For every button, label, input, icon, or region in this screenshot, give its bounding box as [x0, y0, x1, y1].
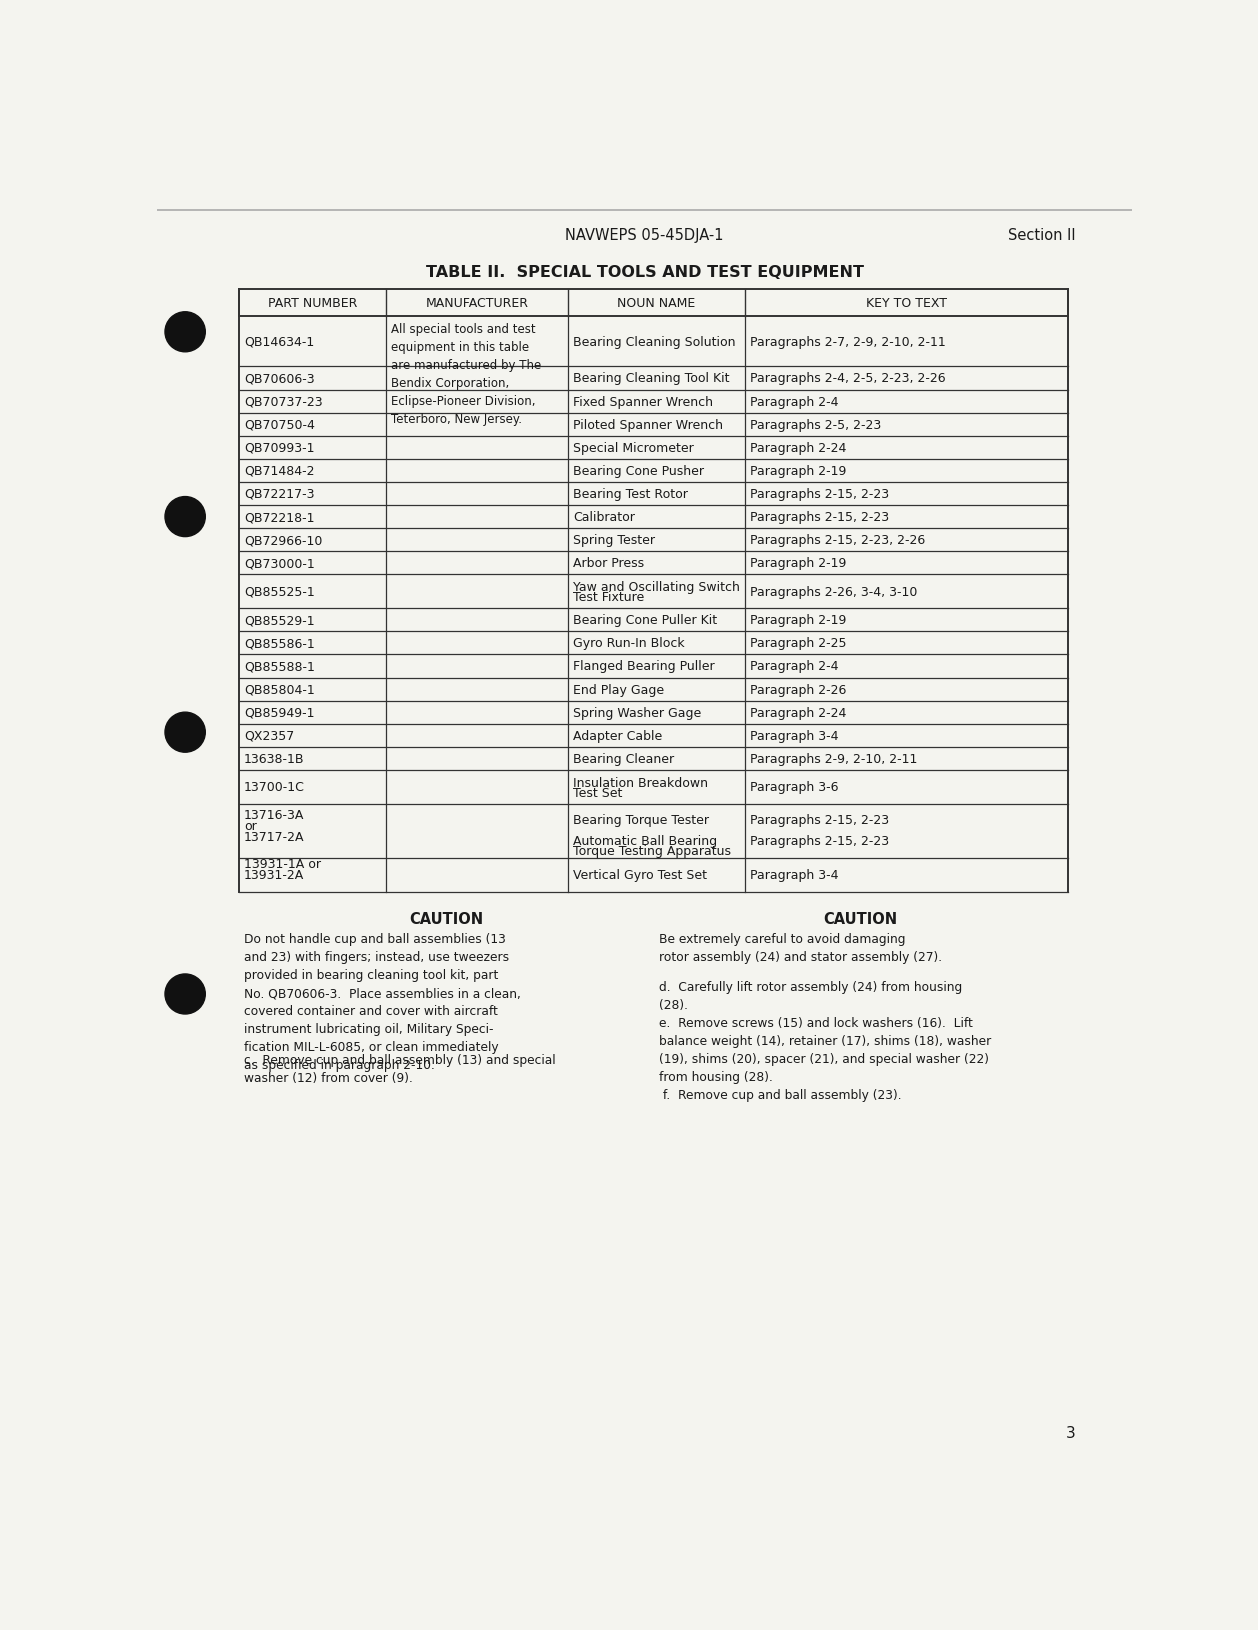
Text: QB85588-1: QB85588-1	[244, 660, 314, 673]
Circle shape	[165, 975, 205, 1014]
Text: Do not handle cup and ball assemblies (13
and 23) with fingers; instead, use twe: Do not handle cup and ball assemblies (1…	[244, 932, 521, 1071]
Text: End Play Gage: End Play Gage	[574, 683, 664, 696]
Text: QB73000-1: QB73000-1	[244, 557, 314, 570]
Text: d.  Carefully lift rotor assembly (24) from housing
(28).
e.  Remove screws (15): d. Carefully lift rotor assembly (24) fr…	[659, 981, 991, 1102]
Text: Paragraphs 2-4, 2-5, 2-23, 2-26: Paragraphs 2-4, 2-5, 2-23, 2-26	[750, 372, 946, 385]
Text: Paragraph 2-24: Paragraph 2-24	[750, 442, 847, 455]
Text: Paragraphs 2-15, 2-23: Paragraphs 2-15, 2-23	[750, 510, 889, 523]
Text: QB72966-10: QB72966-10	[244, 535, 322, 546]
Text: 13931-1A or: 13931-1A or	[244, 857, 321, 870]
Text: 13931-2A: 13931-2A	[244, 869, 304, 882]
Text: Calibrator: Calibrator	[574, 510, 635, 523]
Text: Paragraphs 2-15, 2-23: Paragraphs 2-15, 2-23	[750, 813, 889, 826]
Text: 13700-1C: 13700-1C	[244, 781, 304, 794]
Text: QB71484-2: QB71484-2	[244, 465, 314, 478]
Circle shape	[165, 712, 205, 753]
Text: Paragraphs 2-7, 2-9, 2-10, 2-11: Paragraphs 2-7, 2-9, 2-10, 2-11	[750, 336, 946, 349]
Text: Vertical Gyro Test Set: Vertical Gyro Test Set	[574, 869, 707, 882]
Text: Test Fixture: Test Fixture	[574, 592, 644, 605]
Text: Paragraph 2-4: Paragraph 2-4	[750, 660, 839, 673]
Text: Paragraph 3-4: Paragraph 3-4	[750, 729, 839, 742]
Text: Paragraphs 2-5, 2-23: Paragraphs 2-5, 2-23	[750, 419, 882, 432]
Text: Paragraph 2-19: Paragraph 2-19	[750, 557, 847, 570]
Text: Paragraph 2-4: Paragraph 2-4	[750, 396, 839, 409]
Text: Adapter Cable: Adapter Cable	[574, 729, 663, 742]
Text: c.  Remove cup and ball assembly (13) and special
washer (12) from cover (9).: c. Remove cup and ball assembly (13) and…	[244, 1053, 556, 1084]
Text: Be extremely careful to avoid damaging
rotor assembly (24) and stator assembly (: Be extremely careful to avoid damaging r…	[659, 932, 942, 963]
Text: QB70993-1: QB70993-1	[244, 442, 314, 455]
Text: NAVWEPS 05-45DJA-1: NAVWEPS 05-45DJA-1	[566, 228, 723, 243]
Text: Paragraphs 2-9, 2-10, 2-11: Paragraphs 2-9, 2-10, 2-11	[750, 753, 917, 766]
Text: QX2357: QX2357	[244, 729, 294, 742]
Text: QB85804-1: QB85804-1	[244, 683, 314, 696]
Text: Bearing Torque Tester: Bearing Torque Tester	[574, 813, 710, 826]
Text: KEY TO TEXT: KEY TO TEXT	[866, 297, 947, 310]
Text: QB85525-1: QB85525-1	[244, 585, 314, 598]
Text: Piloted Spanner Wrench: Piloted Spanner Wrench	[574, 419, 723, 432]
Text: Special Micrometer: Special Micrometer	[574, 442, 694, 455]
Text: 13638-1B: 13638-1B	[244, 753, 304, 766]
Text: CAUTION: CAUTION	[409, 911, 483, 926]
Text: CAUTION: CAUTION	[824, 911, 898, 926]
Text: Paragraphs 2-15, 2-23: Paragraphs 2-15, 2-23	[750, 487, 889, 500]
Text: Yaw and Oscillating Switch: Yaw and Oscillating Switch	[574, 580, 740, 593]
Text: Fixed Spanner Wrench: Fixed Spanner Wrench	[574, 396, 713, 409]
Text: Paragraphs 2-26, 3-4, 3-10: Paragraphs 2-26, 3-4, 3-10	[750, 585, 917, 598]
Text: Paragraph 3-6: Paragraph 3-6	[750, 781, 839, 794]
Text: QB70737-23: QB70737-23	[244, 396, 322, 409]
Text: Flanged Bearing Puller: Flanged Bearing Puller	[574, 660, 715, 673]
Text: Torque Testing Apparatus: Torque Testing Apparatus	[574, 844, 731, 857]
Circle shape	[165, 497, 205, 538]
Text: Arbor Press: Arbor Press	[574, 557, 644, 570]
Text: All special tools and test
equipment in this table
are manufactured by The
Bendi: All special tools and test equipment in …	[391, 323, 541, 425]
Text: 3: 3	[1066, 1426, 1076, 1441]
Text: Gyro Run-In Block: Gyro Run-In Block	[574, 637, 686, 650]
Text: Paragraphs 2-15, 2-23, 2-26: Paragraphs 2-15, 2-23, 2-26	[750, 535, 926, 546]
Text: TABLE II.  SPECIAL TOOLS AND TEST EQUIPMENT: TABLE II. SPECIAL TOOLS AND TEST EQUIPME…	[425, 266, 864, 280]
Text: QB85949-1: QB85949-1	[244, 706, 314, 719]
Text: QB72218-1: QB72218-1	[244, 510, 314, 523]
Text: MANUFACTURER: MANUFACTURER	[425, 297, 528, 310]
Text: Spring Washer Gage: Spring Washer Gage	[574, 706, 702, 719]
Text: Bearing Cleaning Tool Kit: Bearing Cleaning Tool Kit	[574, 372, 730, 385]
Text: Paragraph 2-24: Paragraph 2-24	[750, 706, 847, 719]
Text: Paragraph 2-25: Paragraph 2-25	[750, 637, 847, 650]
Text: 13717-2A: 13717-2A	[244, 830, 304, 843]
Text: Bearing Cleaner: Bearing Cleaner	[574, 753, 674, 766]
Text: QB14634-1: QB14634-1	[244, 336, 314, 349]
Text: or: or	[244, 820, 257, 833]
Text: 13716-3A: 13716-3A	[244, 808, 304, 822]
Text: Paragraphs 2-15, 2-23: Paragraphs 2-15, 2-23	[750, 835, 889, 848]
Text: Paragraph 2-26: Paragraph 2-26	[750, 683, 847, 696]
Text: QB85586-1: QB85586-1	[244, 637, 314, 650]
Text: QB85529-1: QB85529-1	[244, 615, 314, 628]
Text: Insulation Breakdown: Insulation Breakdown	[574, 776, 708, 789]
Text: Bearing Cone Pusher: Bearing Cone Pusher	[574, 465, 704, 478]
Text: Bearing Test Rotor: Bearing Test Rotor	[574, 487, 688, 500]
Text: Section II: Section II	[1008, 228, 1076, 243]
Text: Paragraph 2-19: Paragraph 2-19	[750, 615, 847, 628]
Text: QB70606-3: QB70606-3	[244, 372, 314, 385]
Circle shape	[165, 313, 205, 352]
Text: Bearing Cone Puller Kit: Bearing Cone Puller Kit	[574, 615, 717, 628]
Text: Bearing Cleaning Solution: Bearing Cleaning Solution	[574, 336, 736, 349]
Text: NOUN NAME: NOUN NAME	[618, 297, 696, 310]
Text: QB70750-4: QB70750-4	[244, 419, 314, 432]
Text: Paragraph 3-4: Paragraph 3-4	[750, 869, 839, 882]
Text: QB72217-3: QB72217-3	[244, 487, 314, 500]
Text: Paragraph 2-19: Paragraph 2-19	[750, 465, 847, 478]
Text: Test Set: Test Set	[574, 787, 623, 800]
Text: PART NUMBER: PART NUMBER	[268, 297, 357, 310]
Text: Spring Tester: Spring Tester	[574, 535, 655, 546]
Text: Automatic Ball Bearing: Automatic Ball Bearing	[574, 835, 717, 848]
